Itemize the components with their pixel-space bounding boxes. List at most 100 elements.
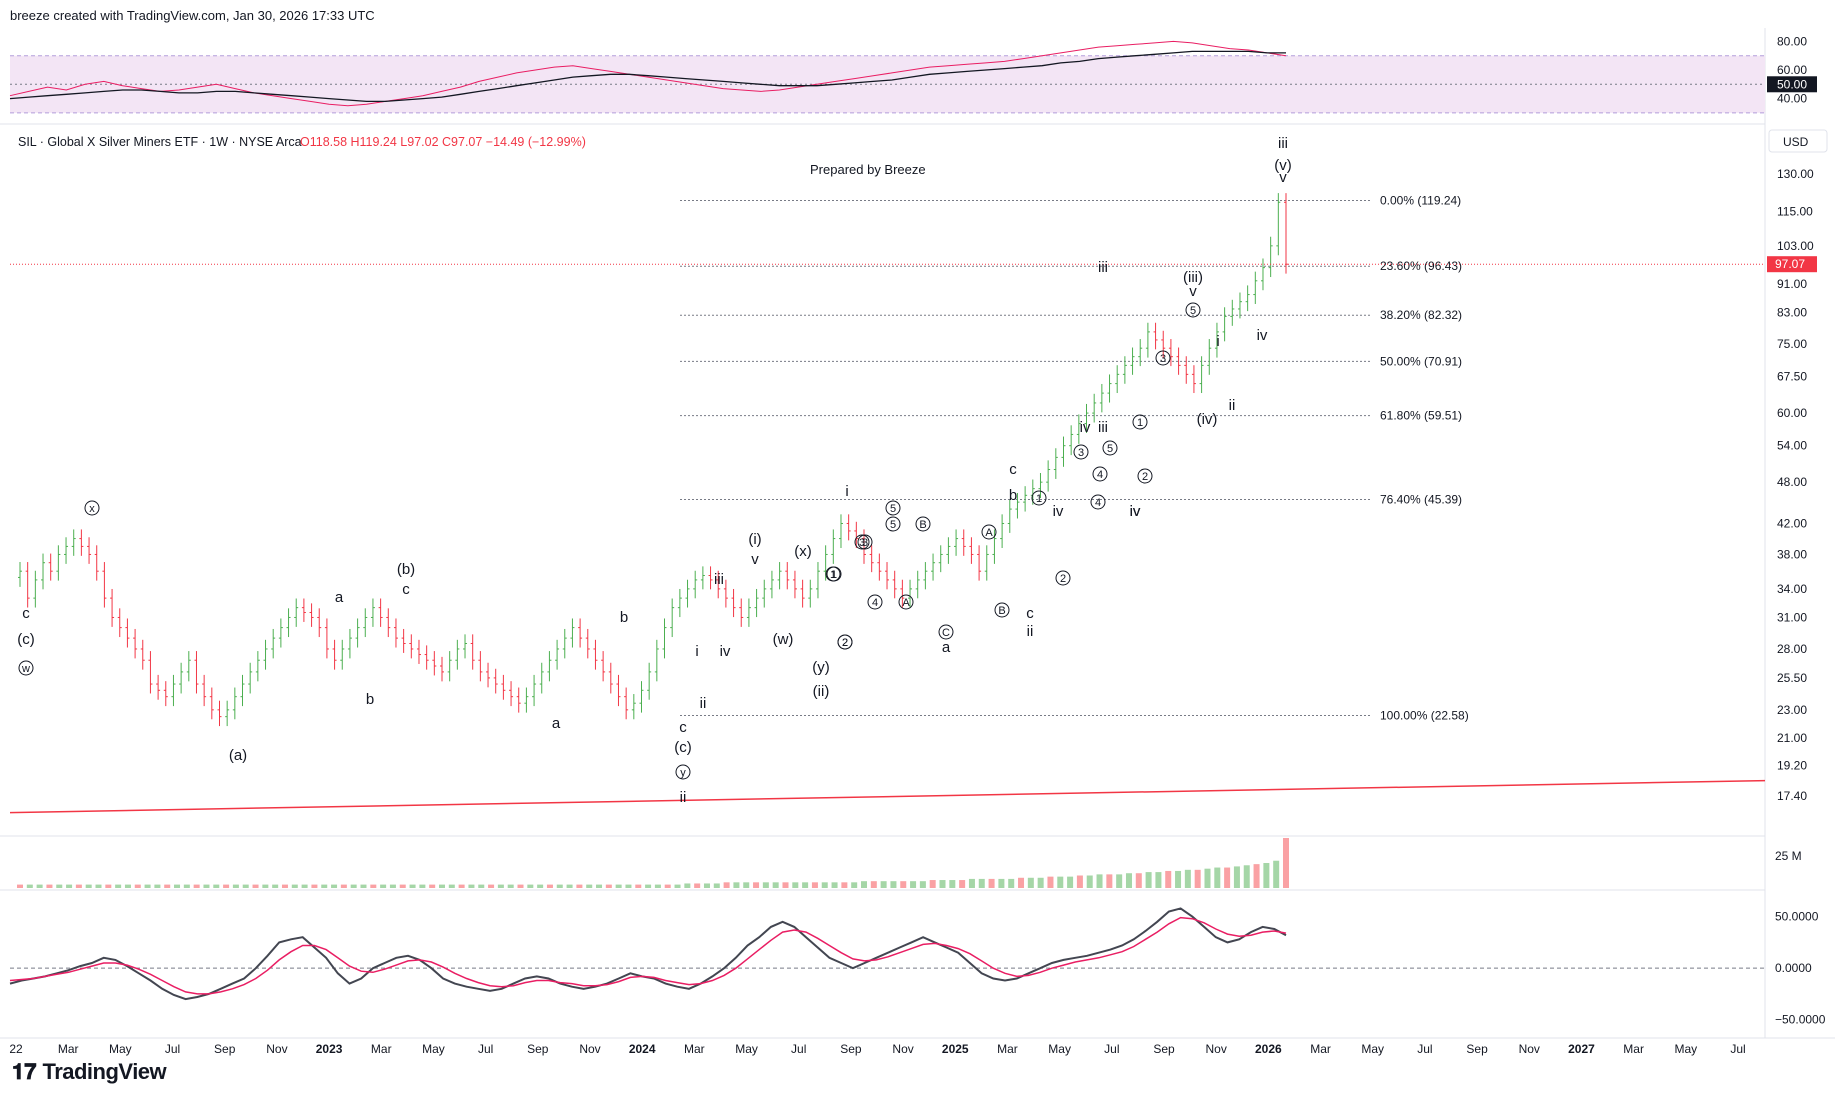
volume-bar — [262, 884, 269, 888]
volume-bar — [439, 884, 445, 888]
chart-annotation: Prepared by Breeze — [810, 162, 926, 177]
wave-label-ring — [994, 602, 1010, 618]
wave-label-ring — [1155, 350, 1171, 366]
volume-bar — [811, 882, 818, 888]
macd-tick-label: 50.0000 — [1775, 910, 1819, 924]
wave-label: a — [552, 715, 561, 732]
tradingview-footer[interactable]: 𝟏𝟕 TradingView — [12, 1058, 167, 1086]
volume-bar — [596, 884, 603, 888]
volume-bar — [1243, 865, 1250, 888]
volume-bar — [46, 884, 53, 888]
time-tick-label: Nov — [1206, 1042, 1227, 1056]
wave-label: 3 — [1078, 447, 1084, 459]
volume-bar — [831, 882, 838, 888]
rsi-line — [9, 40, 1287, 107]
volume-bar — [409, 884, 416, 888]
volume-bar — [949, 880, 956, 888]
rsi-tick-label: 40.00 — [1777, 92, 1807, 106]
rsi-band — [10, 55, 1765, 113]
wave-label: 5 — [1190, 305, 1196, 317]
wave-label: a — [335, 589, 344, 606]
wave-label: iii — [1098, 419, 1108, 436]
volume-bar — [821, 882, 828, 888]
volume-bar — [36, 884, 43, 888]
wave-label: 1 — [1036, 493, 1042, 505]
price-tick-label: 17.40 — [1777, 789, 1807, 803]
rsi-midline-tag-label: 50.00 — [1777, 77, 1807, 91]
wave-label: ii — [700, 695, 707, 712]
time-tick-label: 2025 — [942, 1042, 969, 1056]
volume-bar — [635, 884, 642, 888]
wave-label: B — [919, 519, 926, 531]
wave-label: v — [751, 551, 759, 568]
volume-bar — [124, 884, 131, 888]
macd-tick-label: 0.0000 — [1775, 961, 1812, 975]
volume-bar — [331, 884, 338, 888]
volume-bar — [321, 884, 328, 888]
wave-label: b — [1009, 487, 1017, 504]
volume-bar — [75, 884, 82, 888]
price-tick-label: 38.00 — [1777, 547, 1807, 561]
price-tick-label: 54.00 — [1777, 439, 1807, 453]
volume-bar — [370, 884, 377, 888]
volume-bar — [134, 884, 141, 888]
tradingview-logo-icon: 𝟏𝟕 — [12, 1059, 37, 1084]
volume-bar — [1233, 866, 1240, 888]
time-tick-label: May — [1361, 1042, 1384, 1056]
wave-label-ring — [1132, 414, 1148, 430]
time-tick-label: Sep — [214, 1042, 236, 1056]
time-tick-label: Mar — [58, 1042, 79, 1056]
wave-label: w — [21, 663, 30, 675]
volume-bar — [223, 884, 230, 888]
volume-bar — [85, 884, 92, 888]
wave-label-ring — [898, 594, 914, 610]
wave-label: (a) — [229, 747, 247, 764]
rsi-midline-tag — [1767, 76, 1817, 93]
wave-label: iv — [720, 643, 731, 660]
chart-title: SIL · Global X Silver Miners ETF · 1W · … — [18, 135, 302, 149]
wave-label: 4 — [872, 597, 878, 609]
volume-bar — [340, 884, 347, 888]
volume-bar — [1125, 873, 1132, 888]
wave-label: 5 — [1107, 443, 1113, 455]
volume-bar — [723, 882, 730, 888]
volume-bar — [674, 884, 681, 888]
time-tick-label: Nov — [1519, 1042, 1540, 1056]
price-tick-label: 48.00 — [1777, 475, 1807, 489]
wave-label: iv — [1053, 503, 1064, 520]
time-tick-label: Jul — [1730, 1042, 1745, 1056]
wave-label: iii — [714, 571, 724, 588]
volume-bar — [507, 884, 514, 888]
wave-label: A — [985, 527, 993, 539]
volume-bar — [851, 882, 858, 888]
time-tick-label: Jul — [791, 1042, 806, 1056]
wave-label-ring — [1031, 490, 1047, 506]
volume-bar — [762, 882, 769, 888]
volume-bar — [1076, 875, 1083, 888]
wave-label: (iii) — [1183, 269, 1203, 286]
wave-label-ring — [1073, 444, 1089, 460]
volume-bar — [95, 884, 102, 888]
volume-bar — [488, 884, 495, 888]
price-tick-label: 19.20 — [1777, 759, 1807, 773]
volume-bar — [959, 880, 966, 888]
wave-label-ring — [1102, 440, 1118, 456]
volume-bar — [1155, 872, 1162, 888]
volume-bar — [566, 884, 573, 888]
wave-label: 2 — [1142, 471, 1148, 483]
price-tick-label: 28.00 — [1777, 642, 1807, 656]
volume-bar — [1283, 838, 1289, 888]
volume-bar — [1194, 869, 1201, 888]
volume-bar — [350, 884, 357, 888]
wave-label: ii — [680, 789, 687, 806]
time-tick-label: Mar — [1310, 1042, 1331, 1056]
volume-bar — [399, 884, 406, 888]
volume-bar — [183, 884, 190, 888]
price-tick-label: 83.00 — [1777, 306, 1807, 320]
volume-bar — [968, 878, 975, 888]
macd-signal-line — [9, 916, 1287, 995]
volume-bar — [802, 882, 809, 888]
volume-bar — [448, 884, 455, 888]
wave-label: 3 — [862, 537, 868, 549]
